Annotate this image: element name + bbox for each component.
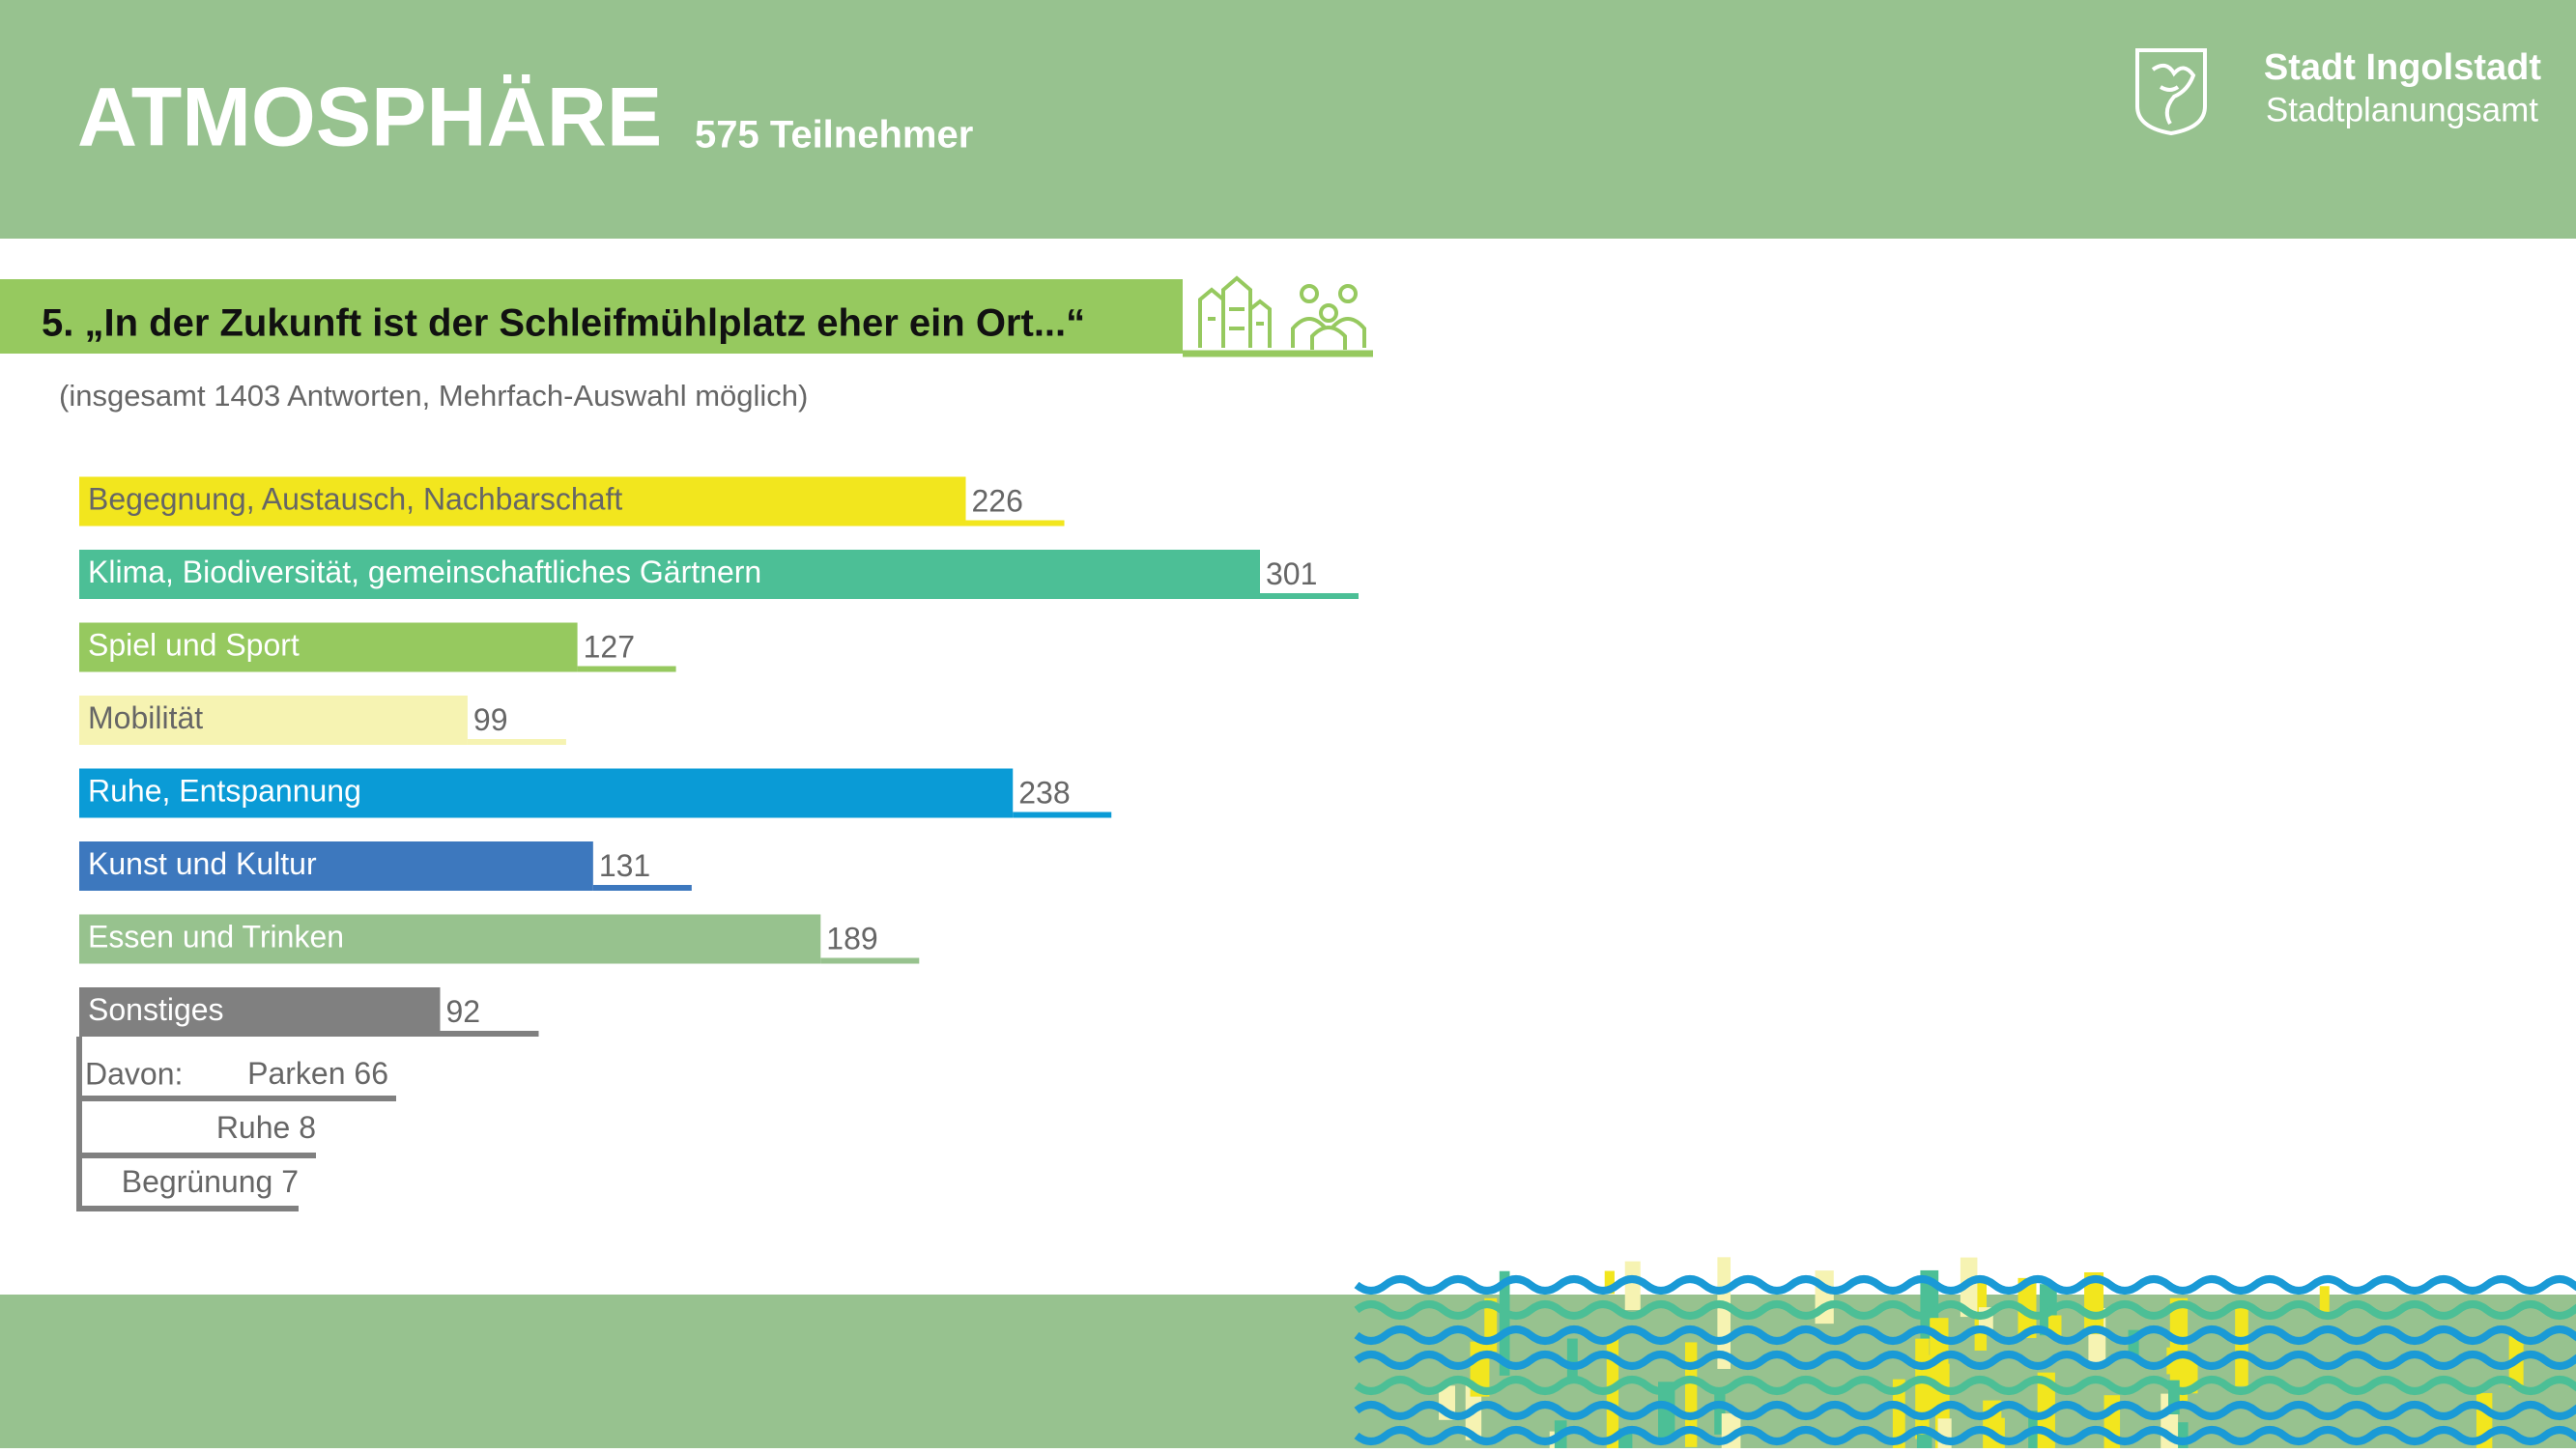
deco-block <box>2128 1329 2139 1358</box>
bar-label: Spiel und Sport <box>88 627 300 662</box>
breakdown-item: Ruhe 8 <box>216 1110 316 1145</box>
bar <box>79 476 966 527</box>
breakdown-name: Begrünung <box>122 1164 273 1199</box>
bar-label: Begegnung, Austausch, Nachbarschaft <box>88 481 622 516</box>
bar-label: Kunst und Kultur <box>88 846 317 881</box>
value-label: 238 <box>1018 775 1070 810</box>
breakdown-value: 8 <box>299 1110 316 1145</box>
bar <box>79 914 821 964</box>
bar <box>79 622 578 672</box>
value-label: 127 <box>584 629 635 664</box>
breakdown-item: Parken 66 <box>247 1056 388 1091</box>
deco-block <box>2235 1304 2248 1386</box>
value-label: 189 <box>826 921 877 955</box>
bar-label: Mobilität <box>88 700 203 735</box>
bar <box>79 768 1014 818</box>
bar-label: Essen und Trinken <box>88 919 344 954</box>
bar <box>79 987 441 1037</box>
deco-block <box>1624 1261 1641 1311</box>
deco-block <box>1714 1392 1726 1435</box>
participants: 575 Teilnehmer <box>695 114 973 157</box>
breakdown-value: 66 <box>354 1056 388 1091</box>
deco-block <box>2168 1380 2180 1415</box>
icons <box>1198 275 1366 350</box>
bar <box>79 841 593 891</box>
deco-wave <box>1354 1351 2576 1370</box>
org-name: Stadt Ingolstadt <box>2264 47 2541 88</box>
deco-block <box>2169 1297 2189 1402</box>
decoration <box>1354 1257 2576 1448</box>
deco-block <box>1916 1434 1932 1448</box>
bar-label: Klima, Biodiversität, gemeinschaftliches… <box>88 555 761 589</box>
deco-wave <box>1354 1401 2576 1420</box>
bar <box>79 550 1260 599</box>
value-label: 92 <box>446 994 481 1029</box>
deco-block <box>1604 1270 1615 1295</box>
deco-block <box>1499 1270 1510 1376</box>
bar <box>79 696 468 745</box>
breakdown-name: Ruhe <box>216 1110 291 1145</box>
value-label: 131 <box>599 848 650 883</box>
deco-block <box>2018 1277 2037 1339</box>
deco-wave <box>1354 1300 2576 1320</box>
department: Stadtplanungsamt <box>2266 91 2538 128</box>
breakdown-label: Davon: <box>85 1056 183 1091</box>
deco-block <box>1658 1382 1675 1439</box>
value-label: 301 <box>1266 556 1317 591</box>
slide-title: ATMOSPHÄRE <box>77 71 662 164</box>
deco-wave <box>1354 1275 2576 1295</box>
bar-label: Ruhe, Entspannung <box>88 773 361 808</box>
chart-subtitle: (insgesamt 1403 Antworten, Mehrfach-Ausw… <box>59 379 808 413</box>
logo <box>2135 48 2207 136</box>
value-label: 99 <box>473 702 508 737</box>
deco-wave <box>1354 1376 2576 1395</box>
deco-block <box>1892 1379 1905 1448</box>
footer-band <box>0 1295 2576 1448</box>
deco-wave <box>1354 1426 2576 1445</box>
breakdown-value: 7 <box>281 1164 299 1199</box>
deco-wave <box>1354 1325 2576 1345</box>
breakdown-item: Begrünung 7 <box>122 1164 299 1199</box>
deco-block <box>2319 1286 2330 1319</box>
header-band <box>0 0 2576 239</box>
question-band <box>0 279 1183 354</box>
value-label: 226 <box>972 483 1023 518</box>
bar-label: Sonstiges <box>88 992 224 1027</box>
deco-block <box>1566 1338 1578 1380</box>
chart-title: 5. „In der Zukunft ist der Schleifmühlpl… <box>42 302 1085 345</box>
breakdown-name: Parken <box>247 1056 345 1091</box>
deco-block <box>1960 1257 1978 1318</box>
